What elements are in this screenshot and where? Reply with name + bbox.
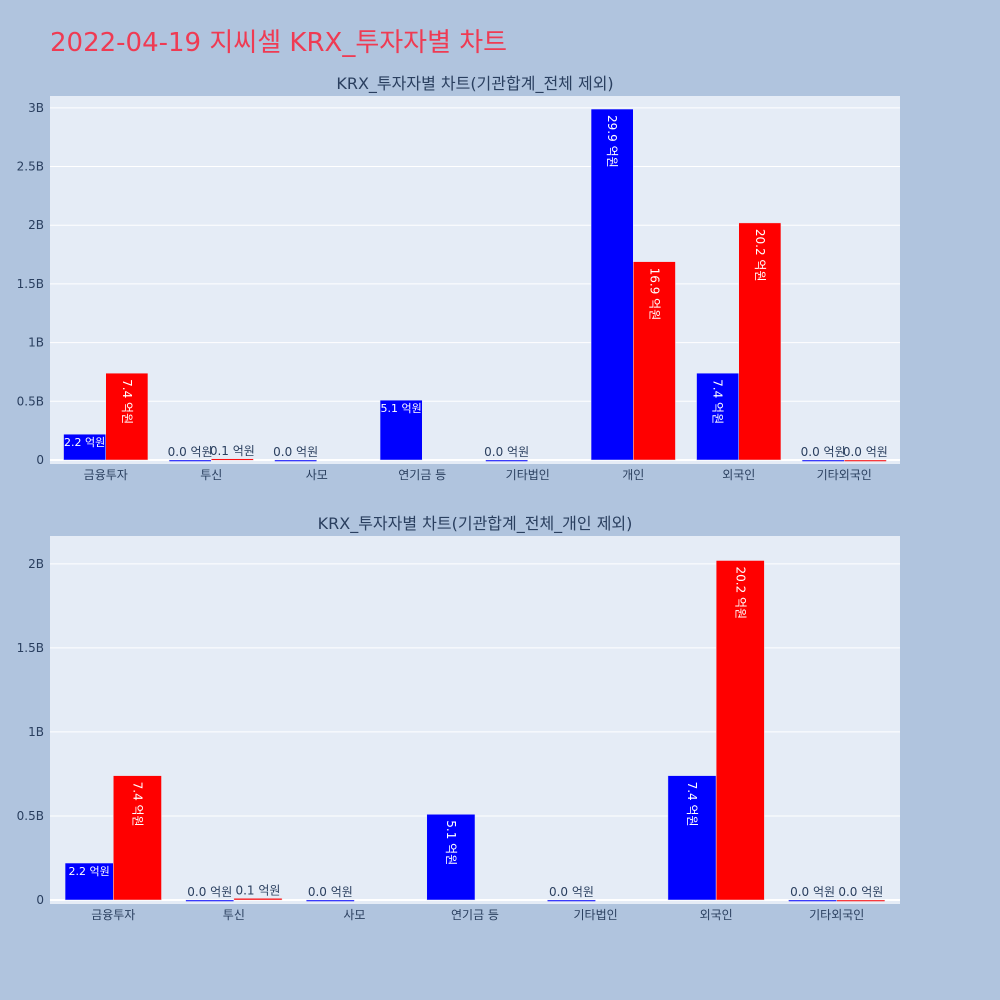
x-tick-label: 기타법인 <box>506 468 550 482</box>
bar <box>379 399 423 461</box>
x-tick-label: 금융투자 <box>84 468 128 482</box>
x-tick-label: 기타외국인 <box>809 908 864 922</box>
chart-investor-all: KRX_투자자별 차트(기관합계_전체 제외) 0 0.5B 1B 1.5B 2B 2.5B… <box>17 74 900 482</box>
x-tick-label: 사모 <box>306 468 328 482</box>
chart-title: KRX_투자자별 차트(기관합계_전체 제외) <box>336 74 613 94</box>
data-label: 20.2 억원 <box>753 229 767 282</box>
bar <box>64 862 114 901</box>
data-label: 5.1 억원 <box>381 402 422 415</box>
y-tick-label: 2B <box>28 557 44 571</box>
data-label: 0.0 억원 <box>838 885 883 899</box>
bar <box>233 898 283 901</box>
data-label: 0.0 억원 <box>549 885 594 899</box>
data-label: 2.2 억원 <box>69 865 110 878</box>
bar <box>113 775 162 901</box>
x-tick-label: 연기금 등 <box>451 908 499 922</box>
x-tick-label: 투신 <box>223 908 245 922</box>
y-tick-label: 1.5B <box>17 277 44 291</box>
bar <box>426 814 476 901</box>
y-tick-label: 2B <box>28 218 44 232</box>
data-label: 0.0 억원 <box>790 885 835 899</box>
bar <box>305 899 355 902</box>
y-tick-label: 2.5B <box>17 160 44 174</box>
data-label: 0.1 억원 <box>210 444 255 458</box>
data-label: 16.9 억원 <box>647 268 661 321</box>
bar <box>590 108 634 461</box>
x-tick-label: 투신 <box>200 468 222 482</box>
x-tick-label: 기타법인 <box>573 908 617 922</box>
data-label: 0.0 억원 <box>187 885 232 899</box>
bar <box>801 459 845 462</box>
data-label: 7.4 억원 <box>130 782 144 827</box>
x-tick-label: 기타외국인 <box>817 468 872 482</box>
data-label: 0.0 억원 <box>801 445 846 459</box>
data-label: 0.0 억원 <box>273 445 318 459</box>
data-label: 0.0 억원 <box>308 885 353 899</box>
x-tick-label: 연기금 등 <box>398 468 446 482</box>
bar <box>836 899 886 902</box>
chart-investor-excl-individual: KRX_투자자별 차트(기관합계_전체_개인 제외) 0 0.5B 1B 1.5B 2B 금… <box>17 514 900 922</box>
data-label: 7.4 억원 <box>120 379 134 424</box>
y-tick-label: 1B <box>28 336 44 350</box>
bar <box>168 459 212 462</box>
data-label: 0.0 억원 <box>843 445 888 459</box>
bar <box>788 899 837 902</box>
bar <box>844 459 887 462</box>
data-label: 7.4 억원 <box>711 379 725 424</box>
bar <box>485 459 528 462</box>
bar <box>105 372 149 461</box>
x-tick-label: 사모 <box>343 908 365 922</box>
page-title: 2022-04-19 지씨셀 KRX_투자자별 차트 <box>50 28 508 58</box>
y-tick-label: 0 <box>36 453 44 467</box>
bar <box>274 459 317 462</box>
y-tick-label: 0 <box>36 893 44 907</box>
y-tick-label: 3B <box>28 101 44 115</box>
x-tick-label: 외국인 <box>700 908 733 922</box>
bar <box>211 458 254 461</box>
bar <box>715 560 765 901</box>
data-label: 29.9 억원 <box>605 115 619 168</box>
bar <box>547 899 596 902</box>
y-tick-label: 0.5B <box>17 809 44 823</box>
data-label: 2.2 억원 <box>64 436 105 449</box>
data-label: 20.2 억원 <box>733 566 747 619</box>
bar <box>633 261 676 461</box>
y-tick-label: 1B <box>28 725 44 739</box>
data-label: 5.1 억원 <box>444 820 458 865</box>
x-tick-label: 외국인 <box>722 468 755 482</box>
data-label: 0.1 억원 <box>235 883 280 897</box>
bar <box>185 899 235 902</box>
bar <box>667 775 717 901</box>
x-tick-label: 금융투자 <box>91 908 135 922</box>
chart-title: KRX_투자자별 차트(기관합계_전체_개인 제외) <box>318 514 633 534</box>
y-tick-label: 1.5B <box>17 641 44 655</box>
data-label: 7.4 억원 <box>685 782 699 827</box>
data-label: 0.0 억원 <box>168 445 213 459</box>
x-tick-label: 개인 <box>622 468 644 482</box>
bar <box>696 372 739 461</box>
data-label: 0.0 억원 <box>484 445 529 459</box>
y-tick-label: 0.5B <box>17 394 44 408</box>
bar <box>738 222 782 461</box>
